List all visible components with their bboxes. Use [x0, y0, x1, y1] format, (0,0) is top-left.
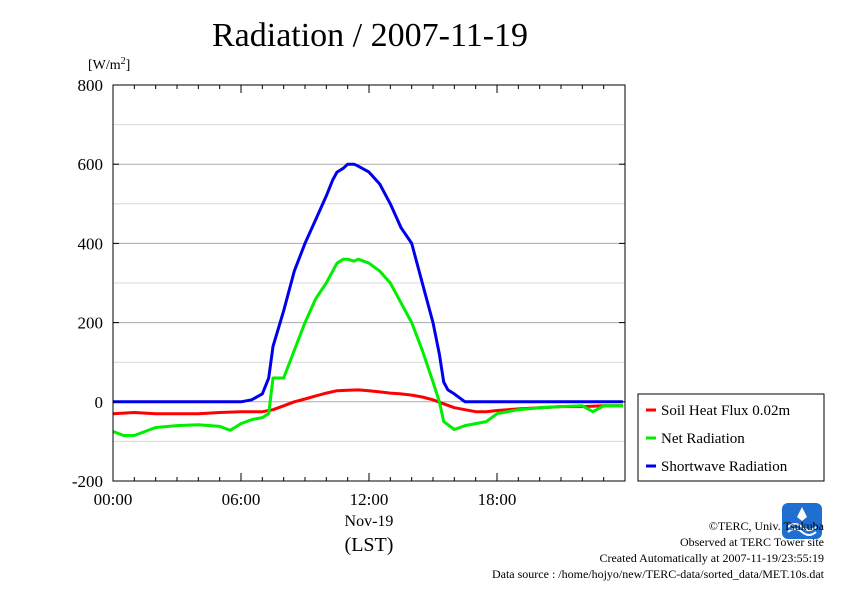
y-axis-unit-superscript: 2	[121, 56, 126, 67]
observed-text: Observed at TERC Tower site	[679, 535, 824, 549]
y-tick-label: 800	[78, 76, 104, 95]
x-axis-label: (LST)	[345, 534, 394, 556]
y-axis-unit-main: [W/m	[88, 58, 121, 73]
series-line-0	[112, 388, 623, 416]
x-axis-ticks: 00:00 06:00 12:00 18:00	[94, 85, 626, 509]
chart-title: Radiation / 2007-11-19	[212, 17, 528, 54]
x-tick-label: 00:00	[94, 490, 133, 509]
series-line-1	[112, 257, 623, 437]
x-tick-label: 18:00	[478, 490, 517, 509]
y-axis-unit-end: ]	[126, 58, 131, 73]
series-line-2	[113, 162, 623, 404]
x-tick-label: 06:00	[222, 490, 261, 509]
legend-box	[637, 393, 825, 482]
y-tick-label: 200	[78, 314, 104, 333]
x-axis-date-label: Nov-19	[345, 513, 394, 530]
copyright-text: ©TERC, Univ. Tsukuba	[708, 519, 824, 533]
terc-logo	[782, 503, 822, 539]
legend: Soil Heat Flux 0.02m Net Radiation Shortwa…	[637, 393, 825, 482]
legend-label: Net Radiation	[661, 431, 745, 447]
legend-label: Shortwave Radiation	[661, 459, 788, 475]
y-tick-label: -200	[72, 472, 103, 491]
x-tick-label: 12:00	[350, 490, 389, 509]
data-source-text: Data source : /home/hojyo/new/TERC-data/…	[491, 567, 824, 581]
legend-label: Soil Heat Flux 0.02m	[661, 403, 791, 419]
y-tick-label: 0	[95, 393, 104, 412]
series-layer	[112, 162, 623, 437]
y-tick-label: 400	[78, 234, 104, 253]
created-text: Created Automatically at 2007-11-19/23:5…	[599, 551, 824, 565]
y-axis-unit-label: [W/m2]	[88, 56, 130, 73]
y-tick-label: 600	[78, 155, 104, 174]
credits: ©TERC, Univ. Tsukuba Observed at TERC To…	[492, 518, 824, 582]
y-axis-ticks: -200 0 200 400 600 800	[72, 76, 625, 491]
